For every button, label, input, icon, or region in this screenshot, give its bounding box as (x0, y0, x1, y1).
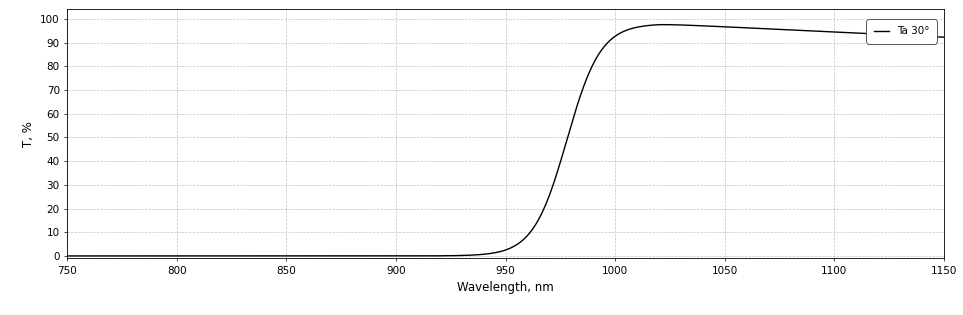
Y-axis label: T, %: T, % (21, 121, 35, 147)
Ta 30° (921, 34, 932, 38)
Ta 30° (657, 23, 668, 26)
Ta 30° (214, 254, 225, 258)
X-axis label: Wavelength, nm: Wavelength, nm (457, 282, 554, 295)
Line: Ta 30°: Ta 30° (67, 25, 944, 256)
Ta 30° (435, 254, 447, 258)
Ta 30° (62, 254, 73, 258)
Legend: Ta 30°: Ta 30° (870, 22, 934, 40)
Ta 30° (162, 254, 173, 258)
Ta 30° (938, 35, 950, 39)
Ta 30° (826, 30, 838, 34)
Ta 30° (398, 254, 409, 258)
